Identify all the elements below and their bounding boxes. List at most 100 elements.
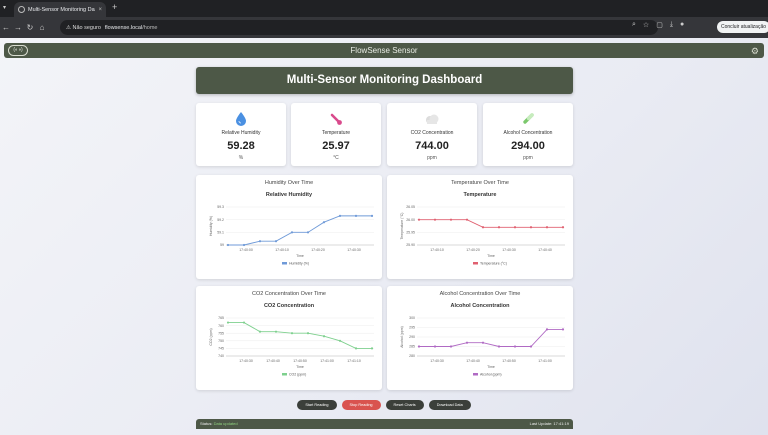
y-tick-label: 59.3 bbox=[217, 205, 224, 209]
browser-chrome: ▾ Multi-Sensor Monitoring Dashbo × + ← →… bbox=[0, 0, 768, 38]
stat-value: 25.97 bbox=[322, 140, 350, 152]
reload-icon[interactable]: ↻ bbox=[26, 23, 34, 32]
series-line bbox=[419, 328, 563, 347]
data-point bbox=[529, 226, 533, 229]
close-tab-icon[interactable]: × bbox=[98, 6, 102, 13]
stop-reading-button[interactable]: Stop Reading bbox=[341, 400, 381, 410]
y-tick-label: 59 bbox=[220, 243, 224, 247]
x-tick-label: 17:41:00 bbox=[538, 359, 552, 363]
start-reading-button[interactable]: Start Reading bbox=[297, 400, 337, 410]
x-tick-label: 17:40:40 bbox=[538, 248, 552, 252]
data-point bbox=[226, 243, 230, 247]
zoom-icon[interactable]: ⌕ bbox=[632, 21, 636, 28]
browser-tab[interactable]: Multi-Sensor Monitoring Dashbo × bbox=[14, 2, 106, 17]
chart-card-title: Alcohol Concentration Over Time bbox=[439, 291, 521, 297]
x-tick-label: 17:40:30 bbox=[430, 359, 444, 363]
tab-title: Multi-Sensor Monitoring Dashbo bbox=[28, 6, 95, 13]
x-axis-label: Time bbox=[487, 365, 495, 369]
data-point bbox=[417, 345, 421, 348]
y-tick-label: 765 bbox=[218, 316, 224, 320]
legend-swatch bbox=[473, 262, 478, 265]
x-tick-label: 17:40:20 bbox=[466, 248, 480, 252]
stat-card-temperature: Temperature 25.97 °C bbox=[291, 103, 381, 166]
chart-title: CO2 Concentration bbox=[264, 303, 315, 309]
stat-unit: % bbox=[238, 155, 244, 161]
download-icon[interactable]: ⤓ bbox=[669, 21, 673, 28]
data-point bbox=[449, 345, 453, 348]
data-point bbox=[354, 347, 358, 350]
chart-title: Temperature bbox=[464, 192, 497, 198]
y-axis-label: CO2 (ppm) bbox=[209, 328, 213, 345]
chart-card-title: CO2 Concentration Over Time bbox=[252, 291, 326, 297]
stat-card-co2: CO2 Concentration 744.00 ppm bbox=[387, 103, 477, 166]
x-tick-label: 17:40:30 bbox=[347, 248, 361, 252]
forward-icon[interactable]: → bbox=[14, 23, 22, 32]
stat-card-humidity: Relative Humidity 59.28 % bbox=[196, 103, 286, 166]
profile-avatar-icon[interactable]: ● bbox=[679, 21, 685, 28]
y-axis-label: Humidity (%) bbox=[209, 216, 213, 236]
back-icon[interactable]: ← bbox=[2, 23, 10, 32]
legend-label: Temperature (°C) bbox=[480, 262, 507, 266]
data-point bbox=[242, 321, 246, 324]
x-tick-label: 17:40:40 bbox=[266, 359, 280, 363]
test-tube-icon bbox=[483, 110, 573, 128]
chart-card-humidity: Humidity Over Time Relative Humidity Humi… bbox=[196, 175, 382, 279]
url-host: flowsense.local bbox=[104, 24, 143, 31]
chart-title: Relative Humidity bbox=[266, 192, 313, 198]
browser-toolbar: ← → ↻ ⌂ ⚠ Não seguro flowsense.local/hom… bbox=[0, 17, 768, 38]
download-data-button[interactable]: Download Data bbox=[428, 400, 471, 410]
extensions-icon[interactable]: ▢ bbox=[656, 22, 663, 29]
app-name: FlowSense Sensor bbox=[350, 46, 418, 55]
x-axis-label: Time bbox=[487, 254, 495, 258]
gear-icon[interactable]: ⚙ bbox=[750, 46, 759, 56]
data-point bbox=[545, 226, 549, 229]
security-warning[interactable]: ⚠ Não seguro bbox=[66, 24, 101, 31]
y-tick-label: 290 bbox=[409, 335, 415, 339]
stat-value: 59.28 bbox=[227, 140, 255, 152]
control-buttons: Start Reading Stop Reading Reset Charts … bbox=[0, 400, 768, 410]
x-tick-label: 17:40:10 bbox=[275, 248, 289, 252]
x-tick-label: 17:40:50 bbox=[502, 359, 516, 363]
address-bar[interactable]: ⚠ Não seguro flowsense.local/home bbox=[60, 20, 658, 35]
data-point bbox=[306, 231, 310, 234]
y-tick-label: 745 bbox=[218, 347, 224, 351]
x-tick-label: 17:40:10 bbox=[430, 248, 444, 252]
data-point bbox=[274, 330, 278, 333]
tab-search-icon[interactable]: ▾ bbox=[3, 5, 7, 11]
y-tick-label: 26.00 bbox=[406, 218, 415, 222]
status-value: Data updated bbox=[213, 421, 238, 426]
x-tick-label: 17:40:20 bbox=[311, 248, 325, 252]
data-point bbox=[274, 240, 278, 243]
home-icon[interactable]: ⌂ bbox=[39, 23, 45, 32]
bookmark-star-icon[interactable]: ☆ bbox=[642, 22, 650, 29]
y-axis-label: Temperature (°C) bbox=[400, 213, 404, 240]
x-axis-label: Time bbox=[296, 254, 304, 258]
x-axis-label: Time bbox=[296, 365, 304, 369]
legend-swatch bbox=[282, 373, 287, 376]
data-point bbox=[290, 231, 294, 234]
new-tab-icon[interactable]: + bbox=[112, 2, 118, 12]
stat-unit: ppm bbox=[427, 155, 437, 161]
droplet-icon bbox=[196, 110, 286, 128]
data-point bbox=[417, 218, 421, 221]
data-point bbox=[354, 214, 358, 217]
legend-swatch bbox=[282, 262, 287, 265]
cloud-icon bbox=[387, 110, 477, 128]
stat-card-alcohol: Alcohol Concentration 294.00 ppm bbox=[483, 103, 573, 166]
reset-charts-button[interactable]: Reset Charts bbox=[385, 400, 424, 410]
y-tick-label: 300 bbox=[409, 316, 415, 320]
data-point bbox=[449, 218, 453, 221]
series-line bbox=[419, 219, 563, 228]
globe-icon bbox=[18, 6, 25, 13]
thermometer-icon bbox=[291, 110, 381, 128]
data-point bbox=[370, 214, 374, 217]
data-point bbox=[561, 328, 565, 331]
stat-label: CO2 Concentration bbox=[410, 130, 454, 136]
last-update-value: 17:41:19 bbox=[553, 421, 569, 426]
chart-title: Alcohol Concentration bbox=[451, 303, 511, 309]
humidity-chart: Relative Humidity Humidity (%) 59.3 59.2 59.… bbox=[209, 192, 374, 266]
x-tick-label: 17:40:40 bbox=[466, 359, 480, 363]
data-point bbox=[529, 345, 533, 348]
finish-update-button[interactable]: Concluir atualização bbox=[717, 21, 768, 33]
legend-label: CO2 (ppm) bbox=[289, 373, 306, 377]
